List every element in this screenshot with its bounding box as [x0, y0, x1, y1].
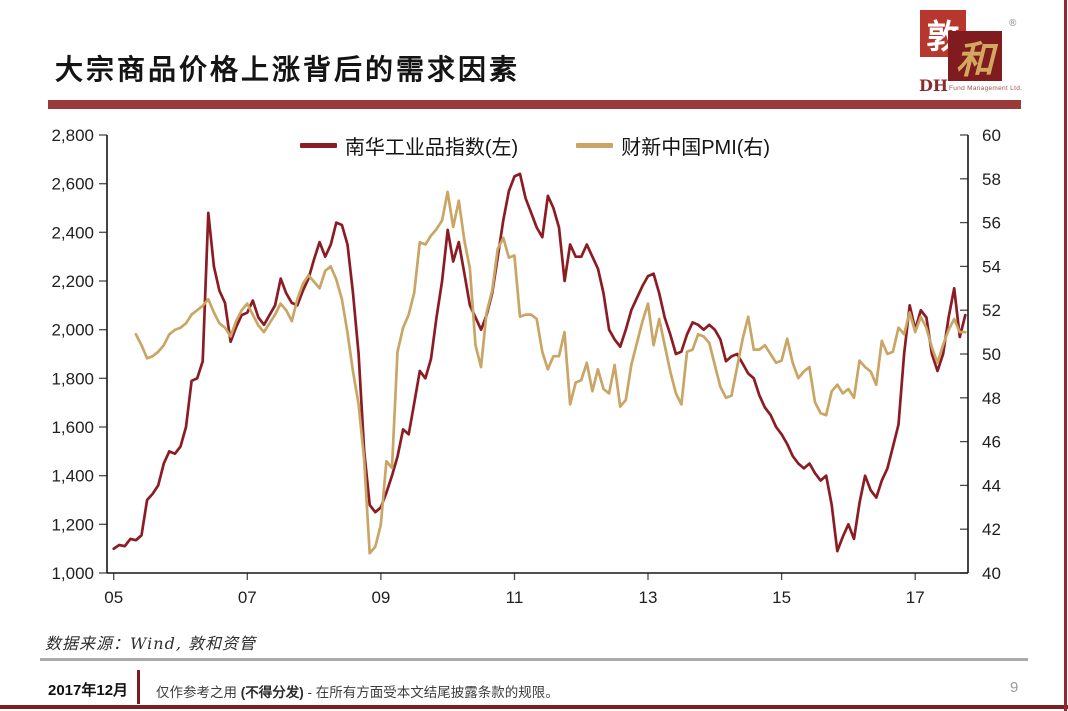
left-axis-label: 1,000: [51, 564, 94, 583]
footer-vertical-divider: [137, 670, 140, 704]
x-axis-label: 15: [772, 588, 791, 606]
left-axis-label: 2,000: [51, 321, 94, 340]
disclaimer-suffix: - 在所有方面受本文结尾披露条款的规限。: [303, 685, 559, 700]
left-axis-label: 1,400: [51, 467, 94, 486]
registered-trademark-icon: ®: [1009, 18, 1017, 29]
x-axis-label: 11: [506, 588, 524, 606]
left-axis-label: 2,800: [51, 128, 94, 145]
x-axis-label: 13: [639, 588, 658, 606]
pmi-line-swatch: [576, 143, 614, 148]
nanhua-line-swatch: [299, 143, 337, 148]
right-axis-label: 58: [982, 170, 1001, 189]
disclaimer-prefix: 仅作参考之用: [156, 685, 241, 700]
left-axis-label: 2,400: [51, 223, 94, 242]
left-axis-label: 2,600: [51, 175, 94, 194]
nanhua-index-line: [112, 172, 967, 553]
legend-item-nanhua: 南华工业品指数(左): [299, 131, 519, 160]
right-axis-label: 54: [982, 257, 1001, 276]
right-axis-label: 42: [982, 520, 1001, 539]
right-axis-label: 44: [982, 476, 1001, 495]
bottom-accent-bar: [0, 705, 1068, 709]
x-axis-label: 05: [104, 588, 123, 606]
left-axis-label: 2,200: [51, 272, 94, 291]
legend-item-pmi: 财新中国PMI(右): [576, 131, 770, 160]
right-axis-label: 46: [982, 433, 1001, 452]
page-number: 9: [1010, 679, 1019, 696]
left-axis-label: 1,800: [51, 369, 94, 388]
logo-company-name: Fund Management Ltd.: [949, 85, 1023, 92]
right-axis-label: 48: [982, 389, 1001, 408]
caixin-pmi-line: [134, 190, 967, 555]
title-underline-bar: [48, 100, 1021, 109]
chart-canvas: 1,000 1,200 1,400 1,600 1,800 2,000 2,200 2,400…: [51, 128, 1001, 606]
logo-initials: DH: [919, 76, 948, 95]
x-axis-label: 09: [371, 588, 390, 606]
right-axis-label: 56: [982, 214, 1001, 233]
page-title: 大宗商品价格上涨背后的需求因素: [55, 53, 521, 86]
data-source-note: 数据来源：Wind, 敦和资管: [45, 634, 257, 653]
logo-front-square: 和: [948, 31, 1002, 82]
right-axis-label: 60: [982, 128, 1001, 145]
footer-disclaimer: 仅作参考之用 (不得分发) - 在所有方面受本文结尾披露条款的规限。: [156, 681, 559, 701]
footer-divider-line: [40, 658, 1028, 661]
right-edge-accent-bar: [1064, 0, 1067, 711]
left-axis-label: 1,200: [51, 515, 94, 534]
right-axis-label: 50: [982, 345, 1001, 364]
x-axis-label: 07: [238, 588, 257, 606]
right-axis-label: 40: [982, 564, 1001, 583]
right-axis-label: 52: [982, 301, 1001, 320]
x-axis-label: 17: [906, 588, 925, 606]
line-chart: 1,000 1,200 1,400 1,600 1,800 2,000 2,200 2,400…: [40, 128, 1030, 606]
footer-date: 2017年12月: [48, 682, 129, 699]
logo-char-he: 和: [955, 36, 994, 82]
disclaimer-bold: (不得分发): [240, 685, 304, 700]
legend-label-pmi: 财新中国PMI(右): [621, 137, 771, 159]
left-axis-label: 1,600: [51, 418, 94, 437]
company-logo: 敦 和 ® DH Fund Management Ltd.: [905, 6, 1035, 98]
chart-legend: 南华工业品指数(左) 财新中国PMI(右): [100, 131, 970, 160]
legend-label-nanhua: 南华工业品指数(左): [344, 137, 519, 159]
